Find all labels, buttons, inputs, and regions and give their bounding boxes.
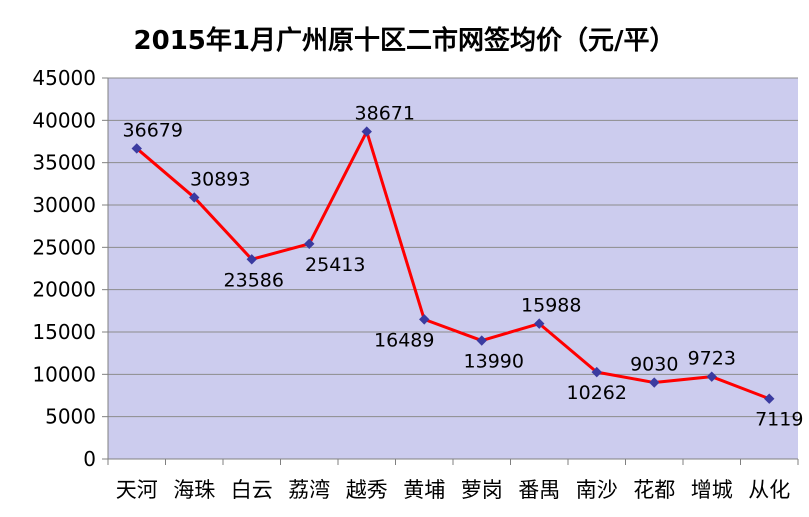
data-label: 38671 — [355, 103, 415, 125]
y-tick-label: 25000 — [32, 235, 96, 259]
y-tick-label: 0 — [83, 447, 96, 471]
x-tick-label: 海珠 — [173, 478, 215, 502]
y-tick-label: 35000 — [32, 151, 96, 175]
y-tick-label: 10000 — [32, 362, 96, 386]
data-label: 23586 — [224, 269, 284, 291]
y-axis-ticks: 0 5000 10000 15000 20000 25000 30000 35000 40000… — [32, 66, 108, 471]
series-polyline — [135, 130, 770, 401]
data-labels: 36679 30893 23586 25413 38671 16489 13990 15988… — [123, 103, 804, 431]
x-axis-ticks: 天河 海珠 白云 荔湾 越秀 黄埔 萝岗 番禺 南沙 花都 增城 从化 — [107, 459, 799, 502]
x-tick-label: 增城 — [691, 478, 733, 502]
plot-area — [108, 78, 798, 459]
data-point — [476, 335, 487, 346]
x-tick-label: 萝岗 — [461, 478, 503, 502]
gridlines — [108, 77, 798, 418]
data-point — [591, 366, 602, 378]
chart-title: 2015年1月广州原十区二市网签均价（元/平） — [133, 26, 676, 56]
data-label: 10262 — [567, 382, 627, 404]
data-label: 15988 — [521, 295, 581, 317]
data-label: 16489 — [374, 329, 434, 351]
y-tick-label: 45000 — [32, 66, 96, 90]
data-point — [764, 393, 775, 404]
y-tick-label: 30000 — [32, 193, 96, 217]
data-label: 36679 — [123, 119, 183, 141]
data-point — [706, 371, 717, 382]
x-tick-label: 黄埔 — [403, 478, 445, 502]
data-label: 9723 — [688, 348, 736, 370]
series-line — [131, 126, 775, 404]
data-label: 25413 — [305, 254, 365, 276]
y-tick-label: 40000 — [32, 108, 96, 132]
data-point — [189, 192, 200, 203]
x-tick-label: 南沙 — [576, 478, 618, 502]
x-tick-label: 花都 — [633, 478, 675, 502]
data-label: 30893 — [190, 168, 250, 190]
x-tick-label: 越秀 — [346, 478, 388, 502]
data-point — [534, 318, 545, 329]
data-label: 9030 — [630, 354, 678, 376]
x-tick-label: 番禺 — [518, 478, 560, 502]
y-tick-label: 20000 — [32, 278, 96, 302]
y-tick-label: 5000 — [45, 405, 96, 429]
x-tick-label: 白云 — [231, 478, 273, 502]
x-tick-label: 荔湾 — [288, 478, 330, 502]
data-point — [649, 377, 660, 388]
data-point — [419, 314, 430, 325]
data-label: 7119 — [755, 409, 803, 431]
x-tick-label: 天河 — [116, 478, 158, 502]
data-point — [361, 126, 372, 137]
x-tick-label: 从化 — [748, 478, 790, 502]
y-tick-label: 15000 — [32, 320, 96, 344]
data-point — [304, 238, 315, 250]
data-point — [246, 254, 257, 265]
data-label: 13990 — [464, 351, 524, 373]
data-point — [131, 143, 142, 154]
